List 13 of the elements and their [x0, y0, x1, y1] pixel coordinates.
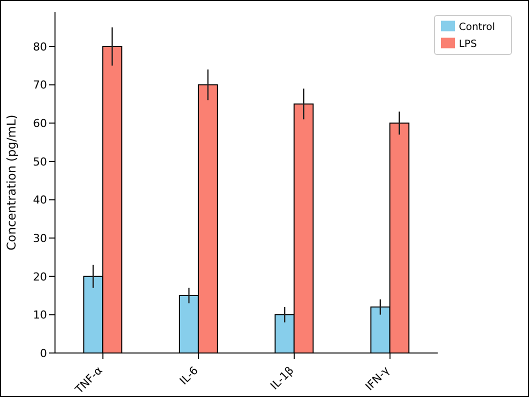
legend-label: Control: [458, 22, 495, 33]
legend-label: LPS: [458, 39, 477, 50]
y-tick-label: 50: [33, 155, 47, 168]
y-axis-title: Concentration (pg/mL): [4, 114, 18, 250]
y-tick-label: 80: [33, 40, 47, 54]
y-tick-label: 0: [40, 346, 47, 360]
x-tick-label: IL-6: [177, 364, 201, 388]
y-tick-label: 60: [33, 117, 47, 130]
y-tick-label: 70: [33, 78, 47, 92]
y-tick-label: 20: [33, 270, 47, 284]
y-tick-label: 40: [33, 194, 47, 207]
y-tick-label: 10: [33, 308, 47, 322]
y-tick-label: 30: [33, 232, 47, 245]
